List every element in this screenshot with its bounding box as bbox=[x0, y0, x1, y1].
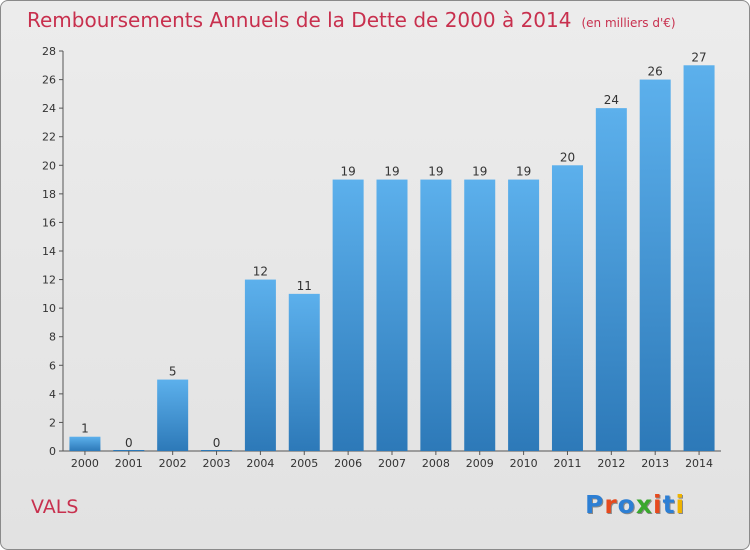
chart-title: Remboursements Annuels de la Dette de 20… bbox=[27, 8, 676, 32]
bar bbox=[201, 450, 233, 451]
x-tick-label: 2002 bbox=[159, 457, 187, 470]
bar bbox=[683, 65, 715, 452]
bar-value-label: 24 bbox=[604, 93, 619, 107]
bar bbox=[376, 179, 408, 452]
bar-value-label: 19 bbox=[428, 165, 443, 179]
x-tick-label: 2007 bbox=[378, 457, 406, 470]
city-name: VALS bbox=[31, 496, 79, 518]
y-tick-label: 24 bbox=[42, 102, 56, 115]
y-tick-label: 4 bbox=[49, 388, 56, 401]
bar-value-label: 12 bbox=[253, 265, 268, 279]
bar-value-label: 0 bbox=[213, 436, 221, 450]
y-tick-label: 22 bbox=[42, 131, 56, 144]
x-tick-label: 2010 bbox=[510, 457, 538, 470]
bar bbox=[113, 450, 145, 451]
x-tick-label: 2004 bbox=[246, 457, 274, 470]
bar-value-label: 19 bbox=[516, 165, 531, 179]
x-tick-label: 2005 bbox=[290, 457, 318, 470]
bar bbox=[69, 436, 101, 451]
bar bbox=[244, 279, 276, 451]
logo-letter: x bbox=[635, 490, 653, 519]
bar bbox=[595, 108, 627, 452]
bar bbox=[420, 179, 452, 452]
y-tick-label: 6 bbox=[49, 359, 56, 372]
x-tick-label: 2003 bbox=[203, 457, 231, 470]
x-tick-label: 2006 bbox=[334, 457, 362, 470]
bar-value-label: 27 bbox=[691, 50, 706, 64]
logo-letter: o bbox=[617, 490, 636, 519]
y-tick-label: 12 bbox=[42, 274, 56, 287]
chart-unit: (en milliers d'€) bbox=[581, 16, 676, 30]
x-tick-label: 2008 bbox=[422, 457, 450, 470]
proxiti-logo[interactable]: Proxiti bbox=[585, 490, 685, 519]
logo-letter: t bbox=[662, 490, 676, 519]
bar-value-label: 5 bbox=[169, 365, 177, 379]
bar bbox=[464, 179, 496, 452]
bar-value-label: 19 bbox=[384, 165, 399, 179]
x-tick-label: 2011 bbox=[553, 457, 581, 470]
x-tick-label: 2000 bbox=[71, 457, 99, 470]
bar-value-label: 0 bbox=[125, 436, 133, 450]
bar bbox=[639, 79, 671, 452]
bar bbox=[508, 179, 540, 452]
bar bbox=[157, 379, 189, 451]
y-tick-label: 14 bbox=[42, 245, 56, 258]
logo-letter: P bbox=[585, 490, 605, 519]
y-tick-label: 0 bbox=[49, 445, 56, 458]
y-tick-label: 2 bbox=[49, 416, 56, 429]
x-tick-label: 2001 bbox=[115, 457, 143, 470]
bar-value-label: 11 bbox=[297, 279, 312, 293]
bar bbox=[332, 179, 364, 452]
x-tick-label: 2012 bbox=[597, 457, 625, 470]
bar-value-label: 19 bbox=[340, 165, 355, 179]
x-tick-label: 2013 bbox=[641, 457, 669, 470]
y-tick-label: 16 bbox=[42, 216, 56, 229]
logo-letter: i bbox=[653, 490, 663, 519]
logo-letter: i bbox=[675, 490, 686, 519]
bar bbox=[288, 293, 320, 451]
y-tick-label: 10 bbox=[42, 302, 56, 315]
bar-value-label: 20 bbox=[560, 150, 575, 164]
x-tick-label: 2014 bbox=[685, 457, 713, 470]
chart-title-text: Remboursements Annuels de la Dette de 20… bbox=[27, 8, 572, 32]
y-tick-label: 20 bbox=[42, 159, 56, 172]
bar-value-label: 1 bbox=[81, 422, 89, 436]
y-tick-label: 8 bbox=[49, 331, 56, 344]
y-tick-label: 18 bbox=[42, 188, 56, 201]
y-tick-label: 28 bbox=[42, 45, 56, 58]
y-tick-label: 26 bbox=[42, 74, 56, 87]
bar bbox=[551, 165, 583, 452]
bar-value-label: 26 bbox=[648, 65, 663, 79]
bar-value-label: 19 bbox=[472, 165, 487, 179]
x-tick-label: 2009 bbox=[466, 457, 494, 470]
logo-letter: r bbox=[604, 490, 618, 519]
